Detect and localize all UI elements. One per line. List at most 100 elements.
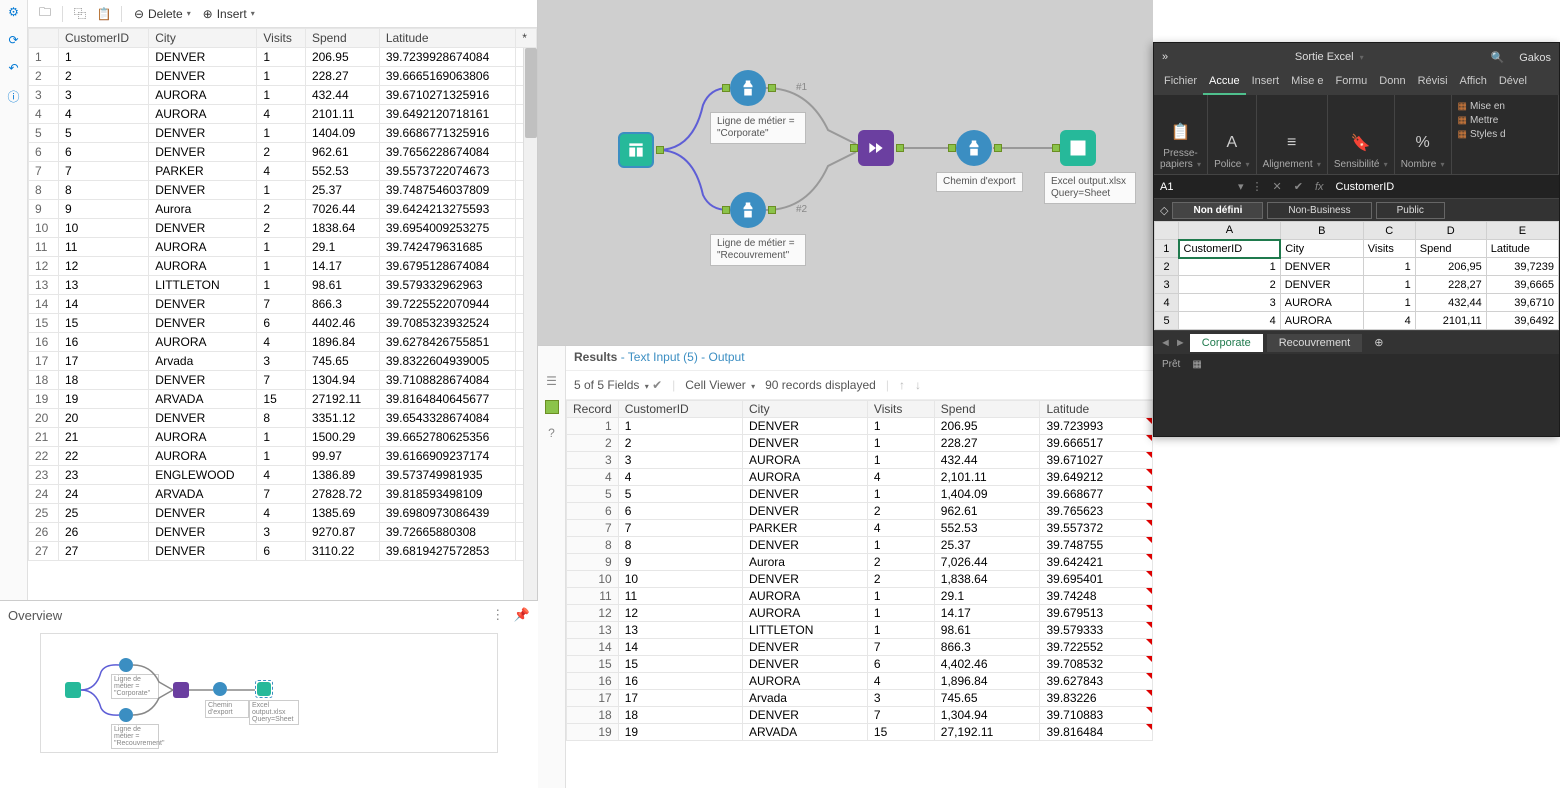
table-row[interactable]: 1313LITTLETON198.6139.579333 — [567, 622, 1153, 639]
table-row[interactable]: 66DENVER2962.6139.7656228674084 — [29, 143, 537, 162]
column-header[interactable]: Record — [567, 401, 619, 418]
column-header[interactable]: CustomerID — [618, 401, 742, 418]
fields-info[interactable]: 5 of 5 Fields ▾ ✔ — [574, 378, 662, 392]
column-header[interactable]: City — [149, 29, 257, 48]
folder-icon[interactable]: 🗀 — [34, 5, 56, 23]
anchor[interactable] — [948, 144, 956, 152]
col-header[interactable]: C — [1363, 222, 1415, 240]
table-row[interactable]: 1414DENVER7866.339.722552 — [567, 639, 1153, 656]
table-row[interactable]: 2323ENGLEWOOD41386.8939.573749981935 — [29, 466, 537, 485]
table-row[interactable]: 2020DENVER83351.1239.6543328674084 — [29, 409, 537, 428]
tab-nav-prev-icon[interactable]: ◄ — [1160, 337, 1171, 349]
table-row[interactable]: 1818DENVER71,304.9439.710883 — [567, 707, 1153, 724]
left-data-grid[interactable]: CustomerIDCityVisitsSpendLatitude*11DENV… — [28, 28, 537, 561]
table-row[interactable]: 2121AURORA11500.2939.6652780625356 — [29, 428, 537, 447]
table-row[interactable]: 44AURORA42,101.1139.649212 — [567, 469, 1153, 486]
table-row[interactable]: 2727DENVER63110.2239.6819427572853 — [29, 542, 537, 561]
delete-button[interactable]: ⊖Delete▾ — [128, 5, 195, 23]
table-row[interactable]: 88DENVER125.3739.7487546037809 — [29, 181, 537, 200]
column-header[interactable]: Latitude — [1040, 401, 1153, 418]
table-row[interactable]: 1313LITTLETON198.6139.579332962963 — [29, 276, 537, 295]
table-row[interactable]: 77PARKER4552.5339.557372 — [567, 520, 1153, 537]
table-row[interactable]: 1616AURORA41,896.8439.627843 — [567, 673, 1153, 690]
col-header[interactable]: B — [1280, 222, 1363, 240]
overview-menu-icon[interactable]: ⋮ — [491, 607, 504, 622]
insert-button[interactable]: ⊕Insert▾ — [197, 5, 259, 23]
table-row[interactable]: 99Aurora27026.4439.6424213275593 — [29, 200, 537, 219]
formula-node-1[interactable] — [730, 70, 766, 106]
sensitivity-tag[interactable]: Non défini — [1172, 202, 1263, 219]
copy-icon[interactable]: ⿻ — [69, 5, 91, 23]
excel-namebox[interactable] — [1154, 181, 1234, 193]
ribbon-tab[interactable]: Donn — [1373, 71, 1411, 95]
formula-node-3[interactable] — [956, 130, 992, 166]
add-sheet-icon[interactable]: ⊕ — [1374, 336, 1383, 349]
column-header[interactable]: Spend — [305, 29, 379, 48]
ribbon-tab[interactable]: Affich — [1454, 71, 1493, 95]
table-row[interactable]: 32DENVER1228,2739,6665 — [1155, 276, 1559, 294]
cell-viewer-button[interactable]: Cell Viewer ▾ — [685, 378, 755, 392]
table-row[interactable]: 2222AURORA199.9739.6166909237174 — [29, 447, 537, 466]
excel-sheet[interactable]: ABCDE1CustomerIDCityVisitsSpendLatitude2… — [1154, 221, 1559, 330]
overview-pin-icon[interactable]: 📌 — [514, 607, 530, 622]
ribbon-tab[interactable]: Accue — [1203, 71, 1246, 95]
search-icon[interactable]: 🔍 — [1490, 52, 1504, 64]
table-row[interactable]: 1717Arvada3745.6539.83226 — [567, 690, 1153, 707]
sheet-tab[interactable]: Recouvrement — [1267, 334, 1363, 352]
anchor[interactable] — [850, 144, 858, 152]
col-header[interactable]: A — [1179, 222, 1281, 240]
workflow-canvas[interactable]: #1 Ligne de métier ="Corporate" #2 Ligne… — [538, 0, 1153, 345]
help-icon[interactable]: ? — [548, 426, 555, 440]
ribbon-tab[interactable]: Révisi — [1412, 71, 1454, 95]
accept-formula-icon[interactable]: ✔ — [1288, 180, 1309, 193]
cancel-formula-icon[interactable]: ✕ — [1267, 180, 1288, 193]
overview-canvas[interactable]: Ligne de métier = "Corporate" Ligne de m… — [40, 633, 498, 753]
table-row[interactable]: 1919ARVADA1527,192.1139.816484 — [567, 724, 1153, 741]
table-row[interactable]: 22DENVER1228.2739.6665169063806 — [29, 67, 537, 86]
table-row[interactable]: 1111AURORA129.139.74248 — [567, 588, 1153, 605]
anchor[interactable] — [896, 144, 904, 152]
table-row[interactable]: 2525DENVER41385.6939.6980973086439 — [29, 504, 537, 523]
col-header[interactable]: E — [1486, 222, 1558, 240]
anchor[interactable] — [768, 84, 776, 92]
table-row[interactable]: 1010DENVER21838.6439.6954009253275 — [29, 219, 537, 238]
table-row[interactable]: 1818DENVER71304.9439.7108828674084 — [29, 371, 537, 390]
table-row[interactable]: 1212AURORA114.1739.679513 — [567, 605, 1153, 622]
ribbon-tab[interactable]: Dével — [1493, 71, 1533, 95]
table-row[interactable]: 33AURORA1432.4439.671027 — [567, 452, 1153, 469]
anchor[interactable] — [1052, 144, 1060, 152]
input-tool-node[interactable] — [618, 132, 654, 168]
column-header[interactable]: Visits — [867, 401, 934, 418]
ribbon-group[interactable]: ≡Alignement ▾ — [1257, 95, 1328, 174]
sheet-tab[interactable]: Corporate — [1190, 334, 1263, 352]
excel-more-icon[interactable]: » — [1162, 51, 1168, 63]
ribbon-group[interactable]: %Nombre ▾ — [1395, 95, 1452, 174]
table-row[interactable]: 2424ARVADA727828.7239.818593498109 — [29, 485, 537, 504]
table-row[interactable]: 33AURORA1432.4439.6710271325916 — [29, 86, 537, 105]
column-header[interactable]: Spend — [934, 401, 1040, 418]
table-row[interactable]: 54AURORA42101,1139,6492 — [1155, 312, 1559, 330]
table-row[interactable]: 43AURORA1432,4439,6710 — [1155, 294, 1559, 312]
left-scrollbar[interactable] — [523, 48, 537, 600]
union-node[interactable] — [858, 130, 894, 166]
table-row[interactable]: 1414DENVER7866.339.7225522070944 — [29, 295, 537, 314]
output-anchor-icon[interactable] — [545, 400, 559, 414]
anchor[interactable] — [994, 144, 1002, 152]
table-row[interactable]: 1CustomerIDCityVisitsSpendLatitude — [1155, 240, 1559, 258]
table-row[interactable]: 1919ARVADA1527192.1139.8164840645677 — [29, 390, 537, 409]
undo-icon[interactable]: ↶ — [6, 60, 22, 76]
table-row[interactable]: 1616AURORA41896.8439.6278426755851 — [29, 333, 537, 352]
gear-icon[interactable]: ⚙ — [6, 4, 22, 20]
table-row[interactable]: 77PARKER4552.5339.5573722074673 — [29, 162, 537, 181]
ribbon-group[interactable]: 🔖Sensibilité ▾ — [1328, 95, 1395, 174]
table-row[interactable]: 1212AURORA114.1739.6795128674084 — [29, 257, 537, 276]
table-row[interactable]: 21DENVER1206,9539,7239 — [1155, 258, 1559, 276]
list-icon[interactable]: ☰ — [546, 374, 557, 388]
excel-formula-input[interactable] — [1330, 181, 1559, 193]
ribbon-tab[interactable]: Mise e — [1285, 71, 1329, 95]
sort-asc-icon[interactable]: ↑ — [899, 378, 905, 392]
table-row[interactable]: 1515DENVER64,402.4639.708532 — [567, 656, 1153, 673]
sort-desc-icon[interactable]: ↓ — [915, 378, 921, 392]
column-header[interactable]: Latitude — [379, 29, 515, 48]
ribbon-tab[interactable]: Insert — [1246, 71, 1286, 95]
